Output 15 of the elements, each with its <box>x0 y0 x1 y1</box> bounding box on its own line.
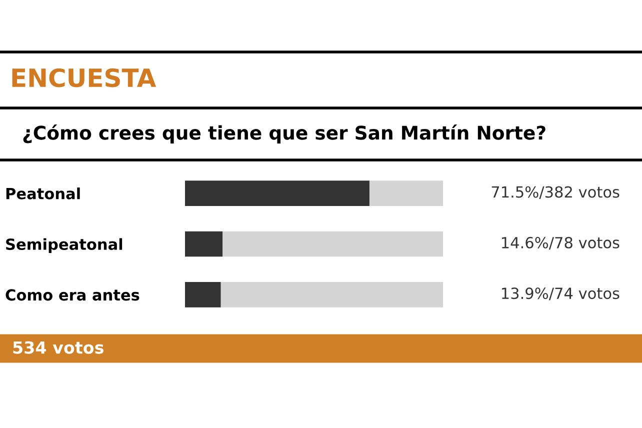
y-tick-label: Peatonal <box>6 188 80 200</box>
text: 534 votos <box>13 341 104 354</box>
chart-subtitle: ¿Cómo crees que tiene que ser San Martín Norte? <box>23 124 546 144</box>
bar <box>222 231 443 257</box>
bar <box>185 231 223 257</box>
data-label: 13.9%/74 votos <box>502 288 620 300</box>
bar <box>185 282 221 308</box>
y-tick-label: Como era antes <box>6 289 140 301</box>
bar <box>369 180 443 206</box>
data-label: 14.6%/78 votos <box>502 236 620 250</box>
bar <box>220 282 443 308</box>
chart-title: ENCUESTA <box>12 68 156 88</box>
data-label: 71.5%/382 votos <box>492 186 620 199</box>
bar <box>185 180 370 206</box>
y-tick-label: Semipeatonal <box>6 238 122 253</box>
